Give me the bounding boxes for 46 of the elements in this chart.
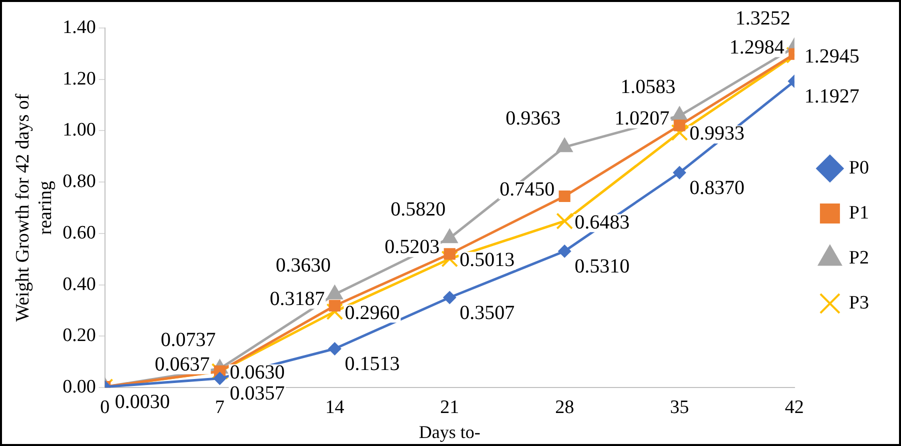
data-label: 0.0637 [154, 353, 210, 376]
y-tick-label: 0.60 [62, 222, 96, 244]
y-tick-label: 1.20 [62, 68, 96, 90]
data-label: 0.6483 [574, 211, 630, 234]
y-tick-label: 0.40 [62, 274, 96, 295]
x-tick-label: 7 [215, 396, 225, 418]
data-label: 1.2945 [804, 45, 860, 68]
data-label: 0.0030 [114, 391, 170, 414]
data-label: 1.2984 [729, 36, 784, 58]
data-label: 1.1927 [804, 85, 860, 108]
data-label: 0.5310 [574, 255, 630, 278]
legend-label: P2 [848, 247, 870, 268]
data-label: 0.7450 [500, 178, 555, 200]
x-tick-label: 0 [100, 396, 110, 418]
y-tick-label: 1.00 [62, 120, 96, 141]
data-label: 0.0357 [230, 382, 285, 405]
y-tick-label: 0.00 [62, 376, 96, 398]
y-axis-title: Weight Growth for 42 days of rearing [12, 93, 56, 322]
x-tick-label: 14 [325, 396, 345, 418]
data-label: 0.3507 [460, 302, 515, 324]
data-label: 0.3187 [270, 288, 325, 310]
x-tick-label: 42 [784, 396, 804, 418]
data-label: 1.0207 [614, 108, 670, 130]
x-tick-label: 35 [670, 396, 690, 418]
data-label: 0.3630 [276, 254, 331, 277]
data-label: 1.0583 [620, 76, 676, 98]
data-label: 0.5820 [390, 198, 446, 220]
y-tick-label: 0.20 [62, 325, 96, 346]
data-label: 0.1513 [344, 352, 400, 375]
legend-label: P3 [848, 292, 870, 314]
y-tick-label: 0.80 [62, 171, 96, 192]
x-tick-label: 28 [555, 396, 574, 418]
data-label: 0.0737 [160, 328, 216, 351]
data-label: 0.5013 [460, 249, 515, 272]
data-label: 0.8370 [690, 176, 745, 199]
data-label: 0.2960 [344, 302, 400, 324]
legend-label: P0 [848, 157, 870, 178]
data-label: 0.9363 [506, 107, 561, 130]
data-label: 1.3252 [735, 7, 790, 30]
data-label: 0.0630 [230, 362, 285, 384]
y-tick-label: 1.40 [62, 16, 96, 38]
data-label: 0.9933 [690, 122, 745, 145]
legend-label: P1 [848, 202, 870, 224]
data-label: 0.5203 [384, 236, 440, 258]
x-axis-title: Days to- [418, 422, 480, 442]
x-tick-label: 21 [440, 396, 460, 418]
